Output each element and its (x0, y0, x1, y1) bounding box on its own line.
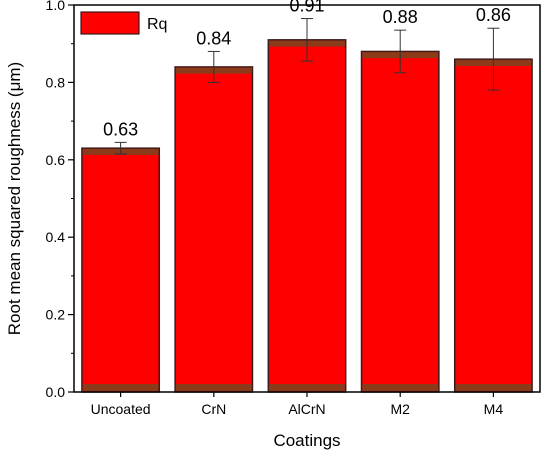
y-tick-label: 0.8 (46, 74, 66, 90)
y-tick-label: 0.4 (46, 229, 66, 245)
bar-bottom-band (175, 384, 252, 392)
x-tick-label: CrN (201, 401, 226, 417)
data-label: 0.91 (289, 0, 324, 16)
x-axis-title: Coatings (273, 431, 340, 450)
data-labels-group: 0.63 0.84 0.91 0.88 0.86 (103, 0, 511, 139)
y-tick-label: 0.6 (46, 152, 66, 168)
bar-uncoated (81, 147, 161, 393)
bars-group (81, 39, 533, 393)
legend: Rq (80, 11, 167, 35)
y-tick-label: 0.0 (46, 384, 66, 400)
y-axis-title: Root mean squared roughness (μm) (5, 62, 24, 335)
y-tick-label: 0.2 (46, 307, 66, 323)
data-label: 0.88 (383, 7, 418, 27)
x-tick-label: AlCrN (288, 401, 325, 417)
legend-label: Rq (147, 16, 167, 33)
bar-m4 (453, 58, 533, 393)
axes-group: Uncoated CrN AlCrN M2 M4 0.0 0.2 0.4 0.6 0.8 1.0 (46, 0, 541, 417)
legend-swatch (80, 11, 140, 35)
x-tick-label: M2 (390, 401, 410, 417)
bar-bottom-band (82, 384, 159, 392)
x-tick-label: Uncoated (91, 401, 151, 417)
y-tick-label: 1.0 (46, 0, 66, 13)
bar-m2 (360, 50, 440, 393)
bar-bottom-band (269, 384, 345, 392)
data-label: 0.84 (196, 28, 231, 48)
data-label: 0.63 (103, 119, 138, 139)
bar-bottom-band (455, 384, 532, 392)
data-label: 0.86 (476, 5, 511, 25)
bar-alcrn (267, 39, 347, 393)
bar-crn (174, 66, 254, 393)
error-bars-group (114, 18, 500, 155)
bar-bottom-band (362, 384, 439, 392)
x-tick-label: M4 (484, 401, 504, 417)
